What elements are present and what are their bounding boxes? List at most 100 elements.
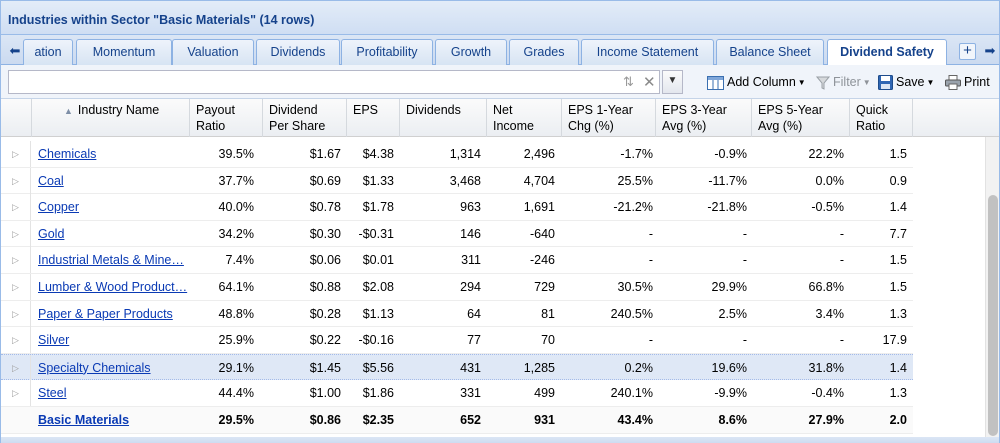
filter-icon: [816, 76, 830, 90]
industry-link[interactable]: Coal: [38, 173, 64, 188]
expand-row-icon[interactable]: ▷: [1, 247, 31, 274]
vertical-scrollbar[interactable]: [985, 137, 999, 443]
table-row[interactable]: ▷ Industrial Metals & Mine… 7.4% $0.06 $0.01…: [1, 247, 913, 274]
sort-ascending-icon: ▲: [64, 105, 73, 116]
expand-row-icon[interactable]: ▷: [1, 300, 31, 327]
column-header-label: Net Income: [493, 103, 534, 133]
dividends-cell: 963: [460, 200, 481, 215]
tab-valuation[interactable]: Valuation: [172, 39, 254, 65]
net-income-cell: -246: [529, 253, 555, 268]
eps3-cell: -9.9%: [714, 386, 747, 401]
column-header-quick[interactable]: Quick Ratio: [850, 99, 913, 137]
eps3-cell: 8.6%: [718, 412, 748, 427]
table-row[interactable]: ▷ Copper 40.0% $0.78 $1.78 963 1,691 -21.2% -21.…: [1, 194, 913, 221]
tab-grades[interactable]: Grades: [509, 39, 579, 65]
column-header-eps[interactable]: EPS: [347, 99, 400, 137]
eps-cell: -$0.16: [358, 333, 394, 348]
column-header-payout[interactable]: Payout Ratio: [190, 99, 263, 137]
tab-dividend-safety[interactable]: Dividend Safety: [827, 39, 947, 66]
industry-link[interactable]: Paper & Paper Products: [38, 306, 173, 321]
payout-cell: 29.5%: [218, 412, 254, 427]
expand-row-icon[interactable]: ▷: [1, 380, 31, 407]
column-header-eps3[interactable]: EPS 3-Year Avg (%): [656, 99, 752, 137]
eps1-cell: -21.2%: [613, 200, 653, 215]
column-header-name[interactable]: ▲ Industry Name: [32, 99, 190, 137]
industry-link[interactable]: Steel: [38, 386, 67, 401]
quick-cell: 1.3: [889, 306, 907, 321]
eps5-cell: 3.4%: [815, 306, 845, 321]
expand-row-icon[interactable]: ▷: [1, 141, 31, 167]
quick-cell: 2.0: [889, 412, 907, 427]
eps-cell: $1.86: [362, 386, 394, 401]
net-income-cell: 70: [541, 333, 555, 348]
expand-row-icon[interactable]: ▷: [1, 354, 31, 381]
tab-balance-sheet[interactable]: Balance Sheet: [716, 39, 824, 65]
column-header-dps[interactable]: Dividend Per Share: [263, 99, 347, 137]
net-income-cell: -640: [529, 226, 555, 241]
quick-cell: 7.7: [889, 226, 907, 241]
eps3-cell: 19.6%: [711, 360, 747, 375]
eps3-cell: -: [742, 226, 747, 241]
tab-profitability[interactable]: Profitability: [341, 39, 433, 65]
column-header-label: Dividends: [406, 103, 461, 117]
industry-link[interactable]: Specialty Chemicals: [38, 360, 151, 375]
sort-toggle-icon[interactable]: ⇅: [623, 74, 634, 89]
add-column-button[interactable]: Add Column ▼: [707, 74, 806, 92]
tab-scroll-right-icon[interactable]: ➡: [984, 43, 996, 58]
scrollbar-thumb[interactable]: [988, 195, 998, 436]
add-column-icon: [707, 75, 724, 90]
expand-row-icon[interactable]: ▷: [1, 194, 31, 221]
table-row[interactable]: ▷ Paper & Paper Products 48.8% $0.28 $1.13 64…: [1, 300, 913, 328]
eps5-cell: -0.4%: [811, 386, 844, 401]
expand-row-icon[interactable]: ▷: [1, 220, 31, 247]
eps-cell: -$0.31: [358, 226, 394, 241]
eps5-cell: -: [839, 333, 844, 348]
tab-ation[interactable]: ation: [23, 39, 73, 65]
eps5-cell: -0.5%: [811, 200, 844, 215]
industry-link[interactable]: Industrial Metals & Mine…: [38, 253, 184, 268]
panel-footer: [1, 437, 999, 443]
add-tab-icon[interactable]: +: [959, 43, 976, 60]
column-header-net-income[interactable]: Net Income: [487, 99, 562, 137]
dps-cell: $0.30: [309, 226, 341, 241]
tab-momentum[interactable]: Momentum: [76, 39, 172, 65]
print-button[interactable]: Print: [945, 74, 990, 92]
quick-cell: 1.4: [889, 360, 907, 375]
dps-cell: $0.86: [309, 412, 341, 427]
tab-dividends[interactable]: Dividends: [256, 39, 340, 65]
table-row[interactable]: ▷ Gold 34.2% $0.30 -$0.31 146 -640 - - - 7.7: [1, 220, 913, 248]
eps1-cell: -: [648, 226, 653, 241]
search-field[interactable]: ⇅ ✕: [8, 70, 660, 94]
filter-button[interactable]: Filter ▼: [816, 74, 871, 92]
tab-income-statement[interactable]: Income Statement: [581, 39, 714, 65]
industry-link[interactable]: Silver: [38, 333, 70, 348]
column-header-eps5[interactable]: EPS 5-Year Avg (%): [752, 99, 850, 137]
total-row[interactable]: Basic Materials 29.5% $0.86 $2.35 652 931 43.4…: [1, 406, 913, 434]
save-button[interactable]: Save ▼: [878, 74, 934, 92]
table-row[interactable]: ▷ Silver 25.9% $0.22 -$0.16 77 70 - - - 17.9: [1, 327, 913, 354]
dps-cell: $1.67: [309, 147, 341, 161]
payout-cell: 7.4%: [225, 253, 255, 268]
eps1-cell: -1.7%: [620, 147, 653, 161]
industry-link[interactable]: Gold: [38, 226, 65, 241]
clear-icon[interactable]: ✕: [643, 74, 656, 91]
eps3-cell: -0.9%: [714, 147, 747, 161]
industry-link[interactable]: Chemicals: [38, 147, 97, 161]
industry-link[interactable]: Copper: [38, 200, 79, 215]
tab-scroll-left-icon[interactable]: ⬅: [9, 43, 21, 58]
table-row[interactable]: ▷ Chemicals 39.5% $1.67 $4.38 1,314 2,496 -1.7%…: [1, 141, 913, 168]
table-row[interactable]: ▷ Specialty Chemicals 29.1% $1.45 $5.56 431 1,…: [1, 353, 913, 381]
industry-link[interactable]: Lumber & Wood Product…: [38, 279, 188, 294]
column-header-dividends[interactable]: Dividends: [400, 99, 487, 137]
sector-link[interactable]: Basic Materials: [38, 412, 130, 427]
tab-growth[interactable]: Growth: [435, 39, 507, 65]
table-row[interactable]: ▷ Steel 44.4% $1.00 $1.86 331 499 240.1% -9.9% -0…: [1, 380, 913, 407]
industry-name-cell: Copper: [38, 194, 188, 220]
expand-row-icon[interactable]: ▷: [1, 167, 31, 194]
table-row[interactable]: ▷ Coal 37.7% $0.69 $1.33 3,468 4,704 25.5% -11.7…: [1, 167, 913, 195]
expand-row-icon[interactable]: ▷: [1, 273, 31, 300]
expand-row-icon[interactable]: ▷: [1, 327, 31, 354]
column-header-eps1[interactable]: EPS 1-Year Chg (%): [562, 99, 656, 137]
table-row[interactable]: ▷ Lumber & Wood Product… 64.1% $0.88 $2.08 29…: [1, 273, 913, 301]
search-dropdown-button[interactable]: ▼: [662, 70, 683, 94]
